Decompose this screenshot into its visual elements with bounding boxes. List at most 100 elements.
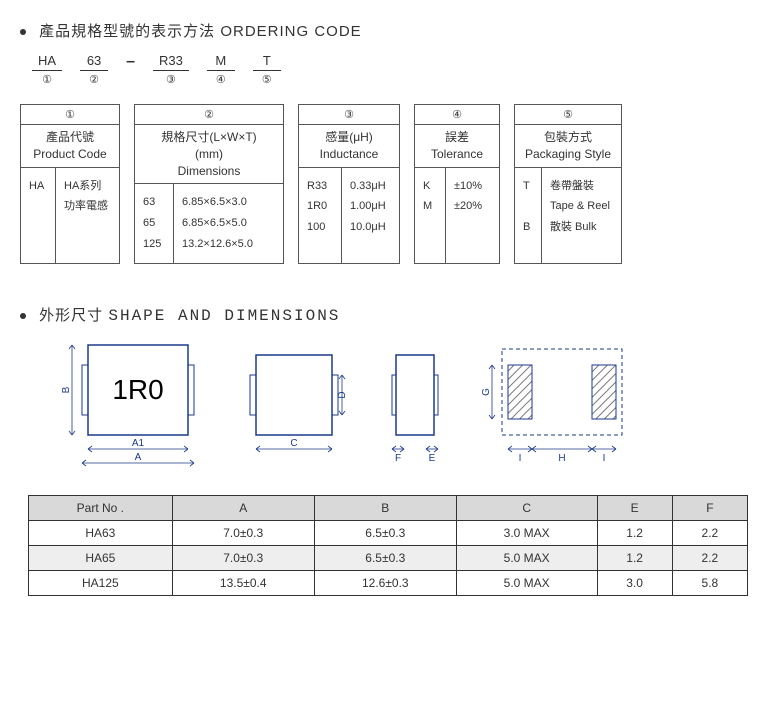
code-val: HA bbox=[32, 53, 62, 71]
drawing-end: F E bbox=[378, 337, 458, 477]
bullet-icon bbox=[20, 313, 26, 319]
table-cell: 12.6±0.3 bbox=[314, 571, 456, 596]
svg-text:E: E bbox=[429, 453, 436, 464]
drawing-footprint: G I H I bbox=[482, 337, 642, 477]
table-header: E bbox=[597, 496, 672, 521]
bullet-icon bbox=[20, 29, 26, 35]
spec-col: T B bbox=[515, 168, 541, 263]
spec-col: R331R0100 bbox=[299, 168, 341, 263]
spec-body: HAHA系列功率電感 bbox=[21, 168, 119, 263]
spec-col: HA bbox=[21, 168, 55, 263]
table-cell: 2.2 bbox=[672, 521, 747, 546]
spec-head: 感量(μH)Inductance bbox=[299, 125, 399, 168]
spec-cell: ±20% bbox=[454, 196, 491, 217]
spec-box: ①產品代號Product CodeHAHA系列功率電感 bbox=[20, 104, 120, 264]
spec-box: ⑤包裝方式Packaging StyleT B卷帶盤裝Tape & Reel散裝… bbox=[514, 104, 622, 264]
code-val: T bbox=[253, 53, 281, 71]
ordering-code-line: HA①63②–R33③M④T⑤ bbox=[32, 53, 755, 86]
table-row: HA12513.5±0.412.6±0.35.0 MAX3.05.8 bbox=[29, 571, 748, 596]
table-cell: HA63 bbox=[29, 521, 173, 546]
spec-cell: 0.33μH bbox=[350, 176, 391, 197]
code-segment: 63 ② bbox=[80, 53, 108, 86]
table-header-row: Part No .ABCEF bbox=[29, 496, 748, 521]
code-num: ④ bbox=[207, 73, 235, 86]
spec-cell: 125 bbox=[143, 234, 165, 255]
spec-cell: 卷帶盤裝 bbox=[550, 176, 613, 197]
spec-num: ③ bbox=[299, 105, 399, 125]
spec-col: 0.33μH1.00μH10.0μH bbox=[341, 168, 399, 263]
title2-cn: 外形尺寸 bbox=[39, 307, 103, 324]
spec-col: KM bbox=[415, 168, 445, 263]
spec-cell: ±10% bbox=[454, 176, 491, 197]
svg-text:A1: A1 bbox=[132, 438, 145, 449]
table-cell: 3.0 bbox=[597, 571, 672, 596]
code-val: 63 bbox=[80, 53, 108, 71]
spec-num: ① bbox=[21, 105, 119, 125]
table-cell: HA125 bbox=[29, 571, 173, 596]
spec-num: ⑤ bbox=[515, 105, 621, 125]
spec-box: ③感量(μH)InductanceR331R01000.33μH1.00μH10… bbox=[298, 104, 400, 264]
spec-cell: 散裝 Bulk bbox=[550, 217, 613, 238]
table-header: C bbox=[456, 496, 597, 521]
spec-cell: 6.85×6.5×5.0 bbox=[182, 213, 275, 234]
dimension-table: Part No .ABCEFHA637.0±0.36.5±0.33.0 MAX1… bbox=[28, 495, 748, 596]
svg-text:D: D bbox=[337, 391, 348, 398]
spec-cell: B bbox=[523, 217, 533, 238]
table-cell: 1.2 bbox=[597, 521, 672, 546]
spec-cell: 100 bbox=[307, 217, 333, 238]
table-row: HA657.0±0.36.5±0.35.0 MAX1.22.2 bbox=[29, 546, 748, 571]
spec-cell: T bbox=[523, 176, 533, 197]
code-segment: T⑤ bbox=[253, 53, 281, 86]
spec-num: ② bbox=[135, 105, 283, 125]
code-val: M bbox=[207, 53, 235, 71]
table-cell: 2.2 bbox=[672, 546, 747, 571]
code-val: R33 bbox=[153, 53, 189, 71]
code-num: ① bbox=[32, 73, 62, 86]
table-cell: 5.0 MAX bbox=[456, 571, 597, 596]
spec-cell: Tape & Reel bbox=[550, 196, 613, 217]
table-header: B bbox=[314, 496, 456, 521]
spec-head: 規格尺寸(L×W×T)(mm)Dimensions bbox=[135, 125, 283, 184]
table-cell: HA65 bbox=[29, 546, 173, 571]
spec-col: HA系列功率電感 bbox=[55, 168, 119, 263]
code-num: ② bbox=[80, 73, 108, 86]
spec-col: 6365125 bbox=[135, 184, 173, 263]
spec-cell: HA系列 bbox=[64, 176, 111, 197]
svg-text:B: B bbox=[61, 386, 72, 393]
spec-cell: K bbox=[423, 176, 437, 197]
spec-col: ±10%±20% bbox=[445, 168, 499, 263]
svg-text:G: G bbox=[482, 388, 492, 396]
spec-head: 誤差Tolerance bbox=[415, 125, 499, 168]
code-segment: R33 ③ bbox=[153, 53, 189, 86]
svg-text:C: C bbox=[290, 438, 297, 449]
spec-cell: 13.2×12.6×5.0 bbox=[182, 234, 275, 255]
spec-cell: 63 bbox=[143, 192, 165, 213]
spec-head: 包裝方式Packaging Style bbox=[515, 125, 621, 168]
code-segment: HA ① bbox=[32, 53, 62, 86]
spec-cell: 65 bbox=[143, 213, 165, 234]
table-cell: 1.2 bbox=[597, 546, 672, 571]
ordering-code-title: 產品規格型號的表示方法 ORDERING CODE bbox=[20, 20, 755, 41]
spec-body: KM±10%±20% bbox=[415, 168, 499, 263]
svg-text:I: I bbox=[519, 453, 522, 464]
spec-col: 6.85×6.5×3.06.85×6.5×5.013.2×12.6×5.0 bbox=[173, 184, 283, 263]
title1-text: 產品規格型號的表示方法 ORDERING CODE bbox=[39, 23, 362, 40]
table-cell: 6.5±0.3 bbox=[314, 546, 456, 571]
table-cell: 5.0 MAX bbox=[456, 546, 597, 571]
svg-text:A: A bbox=[135, 452, 142, 463]
code-num: ⑤ bbox=[253, 73, 281, 86]
code-segment: M④ bbox=[207, 53, 235, 86]
spec-head: 產品代號Product Code bbox=[21, 125, 119, 168]
table-cell: 13.5±0.4 bbox=[172, 571, 314, 596]
table-cell: 6.5±0.3 bbox=[314, 521, 456, 546]
drawing-top: 1R0 A1 A B bbox=[60, 337, 210, 477]
spec-cell: 功率電感 bbox=[64, 196, 111, 217]
marking-text: 1R0 bbox=[112, 374, 163, 405]
spec-cell: M bbox=[423, 196, 437, 217]
spec-body: R331R01000.33μH1.00μH10.0μH bbox=[299, 168, 399, 263]
code-num: ③ bbox=[153, 73, 189, 86]
table-cell: 7.0±0.3 bbox=[172, 546, 314, 571]
table-header: A bbox=[172, 496, 314, 521]
svg-text:F: F bbox=[395, 453, 401, 464]
table-cell: 5.8 bbox=[672, 571, 747, 596]
